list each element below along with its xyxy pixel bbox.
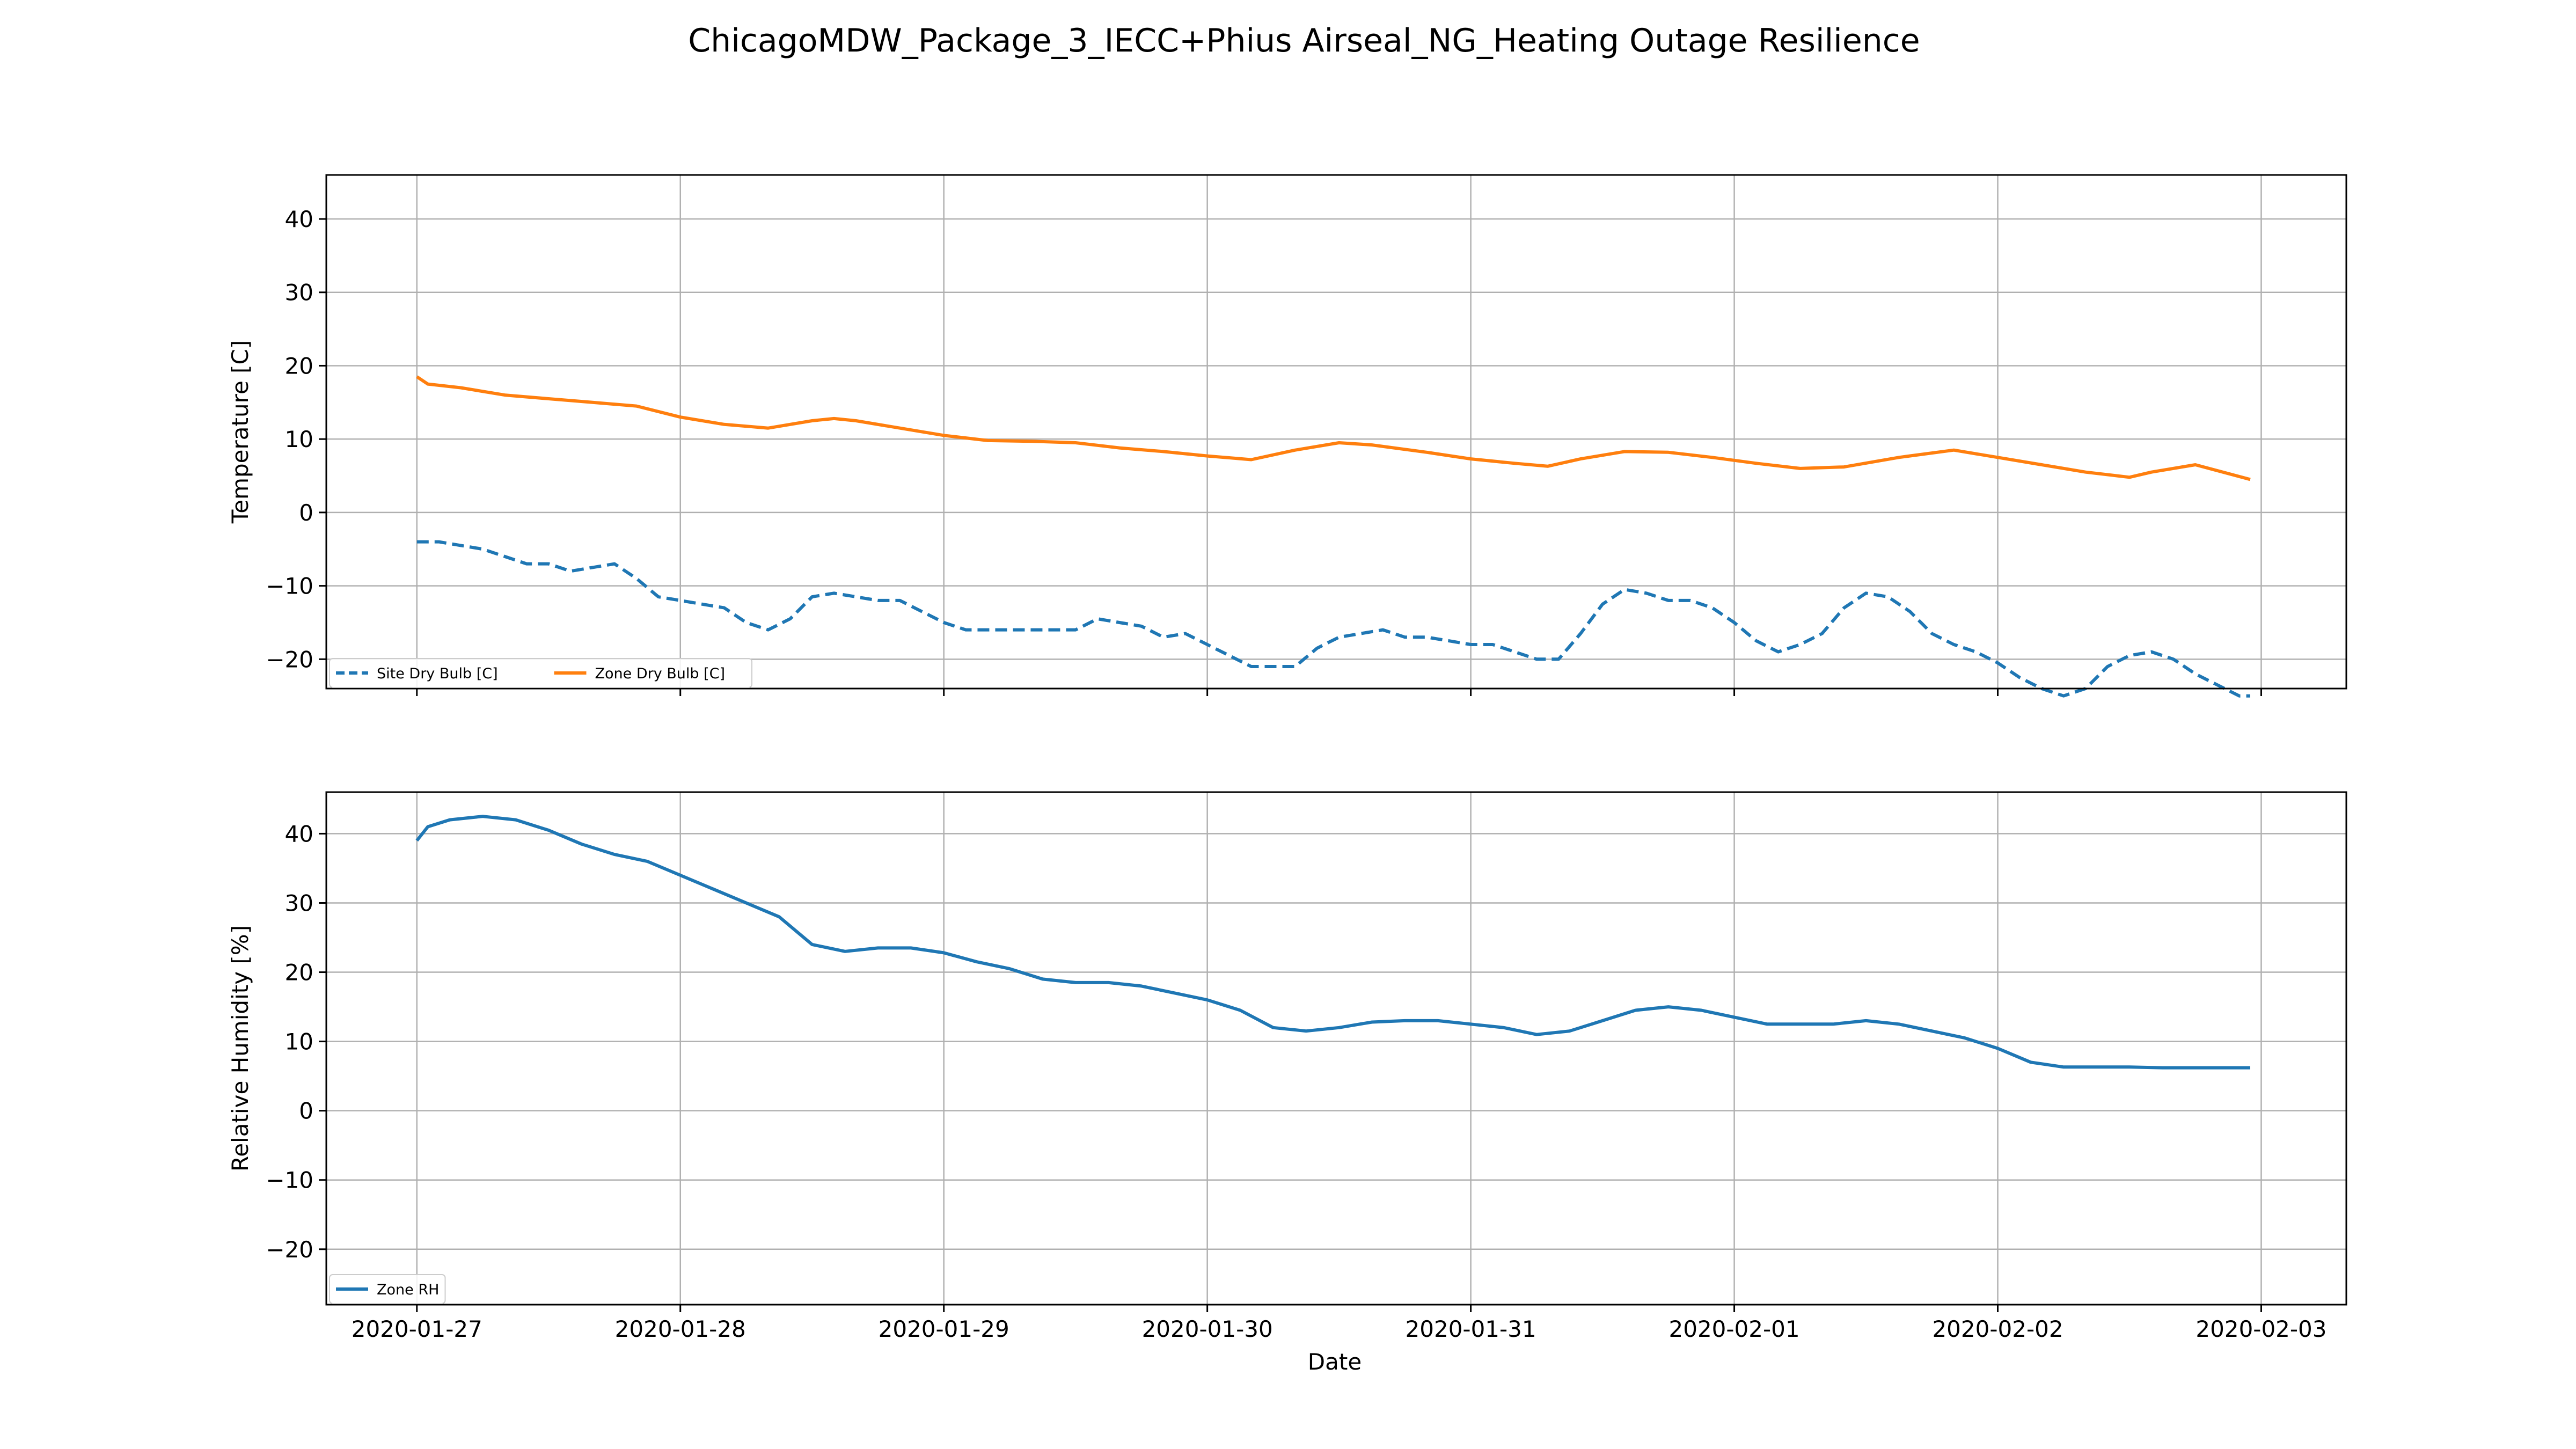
x-tick-label: 2020-01-30 (1142, 1316, 1273, 1342)
x-axis-label: Date (1308, 1349, 1362, 1375)
y-tick-label: 0 (299, 500, 313, 526)
y-tick-label: 30 (285, 280, 313, 306)
y-tick-label: −20 (266, 646, 313, 672)
panel-1: −20 −10 0 10 20 30 40 Temperature [C] Site Dry B… (227, 174, 2347, 698)
y-tick-label: −20 (266, 1236, 313, 1263)
legend: Zone RH (329, 1274, 446, 1304)
y-tick-label: 20 (285, 960, 313, 986)
x-tick-label: 2020-01-31 (1406, 1316, 1536, 1342)
y-tick-label: −10 (266, 573, 313, 599)
legend-box (329, 658, 752, 688)
chart-panels: −20 −10 0 10 20 30 40 Temperature [C] Site Dry B… (227, 174, 2347, 1342)
plot-frame (325, 174, 2347, 690)
series-line-1-2 (416, 375, 2251, 481)
y-axis-label: Relative Humidity [%] (227, 925, 253, 1172)
legend-label: Site Dry Bulb [C] (377, 665, 498, 682)
x-tick-label: 2020-02-02 (1932, 1316, 2063, 1342)
legend: Site Dry Bulb [C] Zone Dry Bulb [C] (329, 658, 752, 688)
series-line-1-1 (416, 540, 2250, 698)
y-axis-label: Temperature [C] (227, 340, 253, 524)
legend-label: Zone RH (377, 1282, 439, 1298)
plot-frame (325, 791, 2347, 1306)
x-tick-label: 2020-01-29 (879, 1316, 1009, 1342)
x-tick-label: 2020-02-03 (2196, 1316, 2326, 1342)
y-tick-label: −10 (266, 1167, 313, 1194)
y-tick-label: 30 (285, 890, 313, 916)
x-tick-label: 2020-01-27 (352, 1316, 482, 1342)
panel-2: 2020-01-27 2020-01-28 2020-01-29 2020-01-30… (227, 791, 2347, 1342)
chart-title: ChicagoMDW_Package_3_IECC+Phius Airseal_… (688, 22, 1920, 60)
x-tick-label: 2020-02-01 (1669, 1316, 1800, 1342)
y-tick-label: 40 (285, 206, 313, 232)
series-line-2-1 (415, 815, 2250, 1070)
y-tick-label: 20 (285, 353, 313, 379)
y-tick-label: 40 (285, 821, 313, 847)
legend-label: Zone Dry Bulb [C] (595, 665, 726, 682)
legend-box (329, 1274, 446, 1304)
y-tick-label: 10 (285, 426, 313, 452)
y-tick-label: 10 (285, 1029, 313, 1055)
x-tick-label: 2020-01-28 (615, 1316, 746, 1342)
y-tick-label: 0 (299, 1098, 313, 1124)
